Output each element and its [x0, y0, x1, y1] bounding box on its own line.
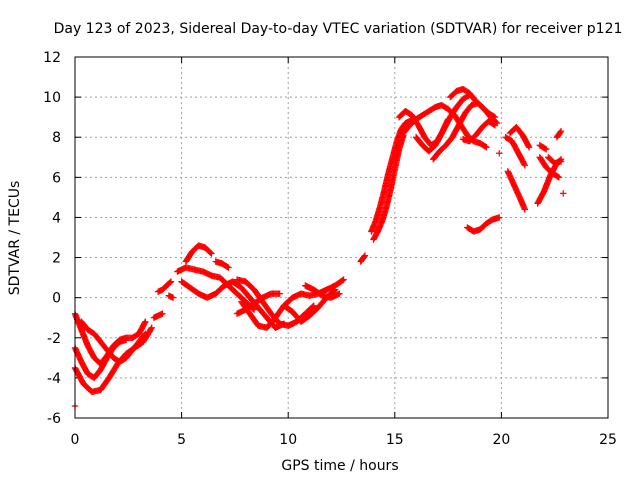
data-point	[560, 190, 567, 197]
x-tick-label: 15	[386, 432, 404, 448]
data-point	[542, 146, 550, 153]
plot-frame	[74, 56, 609, 419]
y-tick-label: 2	[52, 251, 61, 267]
data-point	[224, 263, 231, 271]
data-points	[71, 85, 567, 410]
y-tick-label: -4	[47, 371, 61, 387]
data-point	[541, 145, 549, 152]
data-point	[555, 174, 563, 181]
data-point	[496, 214, 503, 221]
data-point	[521, 206, 529, 213]
y-tick-label: 6	[52, 170, 61, 186]
data-point	[309, 303, 317, 310]
data-point	[147, 325, 155, 333]
x-axis-label: GPS time / hours	[281, 458, 398, 474]
data-point	[340, 276, 347, 283]
data-point	[557, 128, 565, 135]
x-tick-label: 5	[177, 432, 186, 448]
x-tick-label: 0	[71, 432, 80, 448]
data-point	[169, 294, 177, 301]
data-point	[482, 143, 489, 150]
data-point	[490, 113, 498, 120]
y-tick-label: 12	[43, 50, 61, 66]
data-point	[331, 287, 338, 294]
data-point	[491, 121, 499, 129]
data-point	[444, 115, 452, 123]
data-point	[276, 290, 283, 297]
data-point	[141, 331, 148, 338]
x-tick-label: 20	[492, 432, 510, 448]
data-point	[142, 318, 149, 325]
data-point	[159, 310, 166, 317]
x-tick-label: 10	[279, 432, 297, 448]
data-point	[167, 278, 175, 285]
data-point	[339, 277, 346, 284]
x-tick-label: 25	[599, 432, 617, 448]
data-point	[557, 158, 565, 165]
data-point	[361, 253, 368, 260]
data-point	[166, 279, 174, 286]
x-tick-labels: 0 5 10 15 20 25	[71, 432, 617, 448]
y-tick-label: 0	[52, 291, 61, 307]
chart-title: Day 123 of 2023, Sidereal Day-to-day VTE…	[54, 21, 623, 37]
data-point	[483, 144, 490, 151]
data-point	[122, 336, 130, 343]
y-tick-label: -2	[47, 331, 61, 347]
y-tick-label: 10	[43, 90, 61, 106]
data-point	[554, 173, 562, 180]
data-point	[250, 306, 258, 313]
data-point	[142, 330, 149, 337]
data-point	[207, 249, 214, 256]
y-tick-labels: -6 -4 -2 0 2 4 6 8 10 12	[43, 50, 61, 427]
grid	[75, 57, 608, 418]
data-point	[490, 121, 498, 128]
data-point	[310, 302, 317, 309]
data-point	[525, 144, 533, 151]
y-axis-label: SDTVAR / TECUs	[7, 181, 23, 296]
data-point	[148, 324, 155, 331]
y-tick-label: 8	[52, 130, 61, 146]
data-point	[557, 129, 564, 136]
data-point	[208, 250, 215, 257]
data-point	[331, 286, 339, 293]
y-tick-label: 4	[52, 210, 61, 226]
data-point	[521, 162, 529, 169]
data-point	[361, 252, 369, 259]
data-point	[336, 290, 343, 297]
data-point	[225, 264, 232, 271]
data-point	[491, 113, 499, 121]
y-tick-label: -6	[47, 411, 61, 427]
data-point	[496, 150, 503, 157]
